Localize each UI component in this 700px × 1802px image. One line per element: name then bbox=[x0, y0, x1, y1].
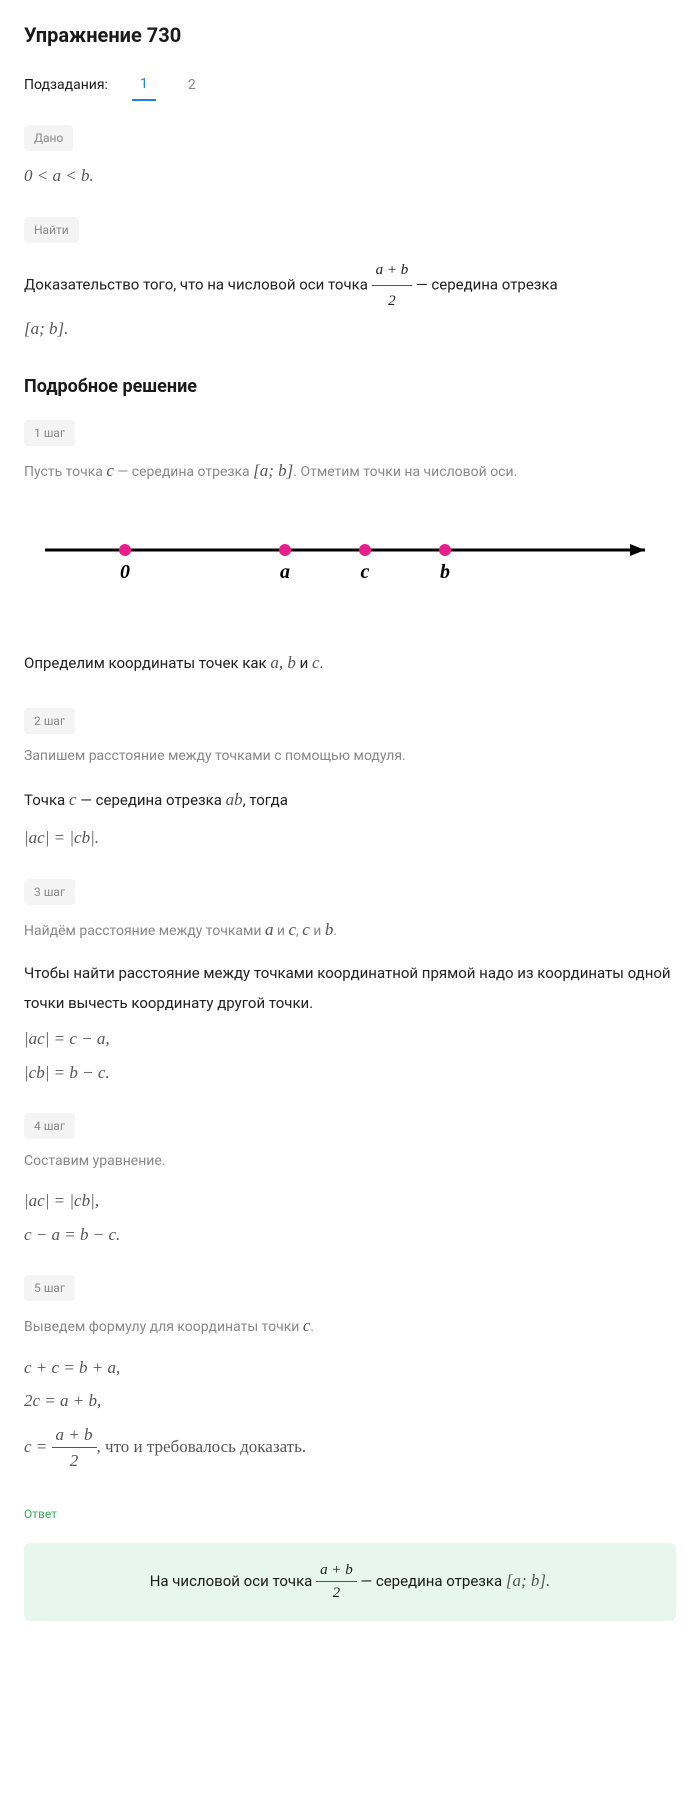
given-formula: 0 < a < b. bbox=[24, 163, 676, 189]
step3-intro: Найдём расстояние между точками a и c, c… bbox=[24, 917, 676, 943]
step1-dot: . bbox=[320, 654, 324, 672]
step3-a2: и bbox=[310, 923, 325, 939]
step2-varab: ab bbox=[226, 790, 243, 809]
step1-prefix: Пусть точка bbox=[24, 464, 106, 480]
step5-block: 5 шаг Выведем формулу для координаты точ… bbox=[24, 1275, 676, 1474]
step3-v3: c bbox=[302, 920, 310, 939]
answer-box: На числовой оси точка a + b 2 — середина… bbox=[24, 1543, 676, 1621]
point-label: 0 bbox=[120, 561, 130, 583]
step1-varc: c bbox=[312, 653, 320, 672]
step1-interval: [a; b] bbox=[253, 461, 293, 480]
step3-text: Чтобы найти расстояние между точками коо… bbox=[24, 958, 676, 1018]
step5-intro: Выведем формулу для координаты точки c. bbox=[24, 1313, 676, 1339]
step5-f3: c = a + b2, что и требовалось доказать. bbox=[24, 1422, 676, 1474]
step2-prefix: Точка bbox=[24, 791, 69, 809]
step1-vars: a, b bbox=[270, 653, 296, 672]
step2-badge: 2 шаг bbox=[24, 708, 75, 734]
step4-f2: c − a = b − c. bbox=[24, 1222, 676, 1248]
step5-prefix: Выведем формулу для координаты точки bbox=[24, 1319, 303, 1335]
tab-1[interactable]: 1 bbox=[132, 70, 156, 101]
step3-block: 3 шаг Найдём расстояние между точками a … bbox=[24, 879, 676, 1086]
find-prefix: Доказательство того, что на числовой оси… bbox=[24, 275, 372, 293]
number-line-diagram: 0 a c b bbox=[24, 520, 676, 600]
step5-f2: 2c = a + b, bbox=[24, 1388, 676, 1414]
step5-num: a + b bbox=[52, 1422, 97, 1449]
answer-frac: a + b 2 bbox=[316, 1559, 357, 1605]
subtasks-label: Подзадания: bbox=[24, 75, 108, 96]
step1-after: Определим координаты точек как a, b и c. bbox=[24, 646, 676, 680]
step5-badge: 5 шаг bbox=[24, 1275, 75, 1301]
point-marker bbox=[359, 544, 371, 556]
arrow-icon bbox=[630, 544, 645, 556]
step1-badge: 1 шаг bbox=[24, 420, 75, 446]
step4-f1: |ac| = |cb|, bbox=[24, 1188, 676, 1214]
step2-suffix: , тогда bbox=[243, 791, 288, 809]
point-marker bbox=[119, 544, 131, 556]
solution-title: Подробное решение bbox=[24, 373, 676, 400]
step1-and: и bbox=[296, 654, 312, 672]
find-badge: Найти bbox=[24, 217, 79, 243]
step5-frac: a + b2 bbox=[52, 1422, 97, 1474]
answer-interval: [a; b]. bbox=[506, 1570, 550, 1589]
subtasks-row: Подзадания: 1 2 bbox=[24, 70, 676, 101]
find-fraction: a + b 2 bbox=[372, 255, 413, 316]
point-label: a bbox=[280, 561, 290, 583]
exercise-title: Упражнение 730 bbox=[24, 20, 676, 50]
step2-mid: — середина отрезка bbox=[76, 791, 225, 809]
step2-text: Точка c — середина отрезка ab, тогда bbox=[24, 783, 676, 817]
find-suffix: — середина отрезка bbox=[416, 275, 558, 293]
step5-den: 2 bbox=[52, 1448, 97, 1474]
find-interval: [a; b]. bbox=[24, 316, 676, 342]
step1-var: c bbox=[106, 461, 114, 480]
answer-prefix: На числовой оси точка bbox=[150, 1571, 316, 1589]
answer-num: a + b bbox=[316, 1559, 357, 1583]
step5-dot: . bbox=[310, 1319, 314, 1335]
step2-intro: Запишем расстояние между точками с помощ… bbox=[24, 746, 676, 767]
frac-num: a + b bbox=[372, 255, 413, 286]
answer-mid: — середина отрезка bbox=[360, 1571, 505, 1589]
point-marker bbox=[279, 544, 291, 556]
point-label: b bbox=[440, 561, 450, 583]
given-block: Дано 0 < a < b. bbox=[24, 125, 676, 189]
step1-after-prefix: Определим координаты точек как bbox=[24, 654, 270, 672]
given-badge: Дано bbox=[24, 125, 73, 151]
find-text: Доказательство того, что на числовой оси… bbox=[24, 255, 676, 316]
step3-badge: 3 шаг bbox=[24, 879, 75, 905]
answer-badge: Ответ bbox=[24, 1505, 57, 1523]
answer-den: 2 bbox=[316, 1582, 357, 1605]
step1-suffix: . Отметим точки на числовой оси. bbox=[293, 464, 517, 480]
step3-intro-prefix: Найдём расстояние между точками bbox=[24, 923, 265, 939]
step4-badge: 4 шаг bbox=[24, 1113, 75, 1139]
step2-formula: |ac| = |cb|. bbox=[24, 825, 676, 851]
find-block: Найти Доказательство того, что на числов… bbox=[24, 217, 676, 342]
step5-f3-prefix: c = bbox=[24, 1436, 52, 1455]
step3-d: . bbox=[333, 923, 337, 939]
point-marker bbox=[439, 544, 451, 556]
step3-a1: и bbox=[273, 923, 288, 939]
step4-block: 4 шаг Составим уравнение. |ac| = |cb|, c… bbox=[24, 1113, 676, 1247]
answer-block: Ответ На числовой оси точка a + b 2 — се… bbox=[24, 1502, 676, 1621]
step4-intro: Составим уравнение. bbox=[24, 1151, 676, 1172]
step3-f2: |cb| = b − c. bbox=[24, 1060, 676, 1086]
tab-2[interactable]: 2 bbox=[180, 71, 204, 100]
step1-block: 1 шаг Пусть точка c — середина отрезка [… bbox=[24, 420, 676, 680]
frac-den: 2 bbox=[372, 286, 413, 316]
step5-f1: c + c = b + a, bbox=[24, 1355, 676, 1381]
step1-mid: — середина отрезка bbox=[114, 464, 253, 480]
step3-f1: |ac| = c − a, bbox=[24, 1026, 676, 1052]
step2-block: 2 шаг Запишем расстояние между точками с… bbox=[24, 708, 676, 851]
point-label: c bbox=[361, 561, 370, 583]
step3-v2: c bbox=[288, 920, 296, 939]
step5-f3-suffix: , что и требовалось доказать. bbox=[97, 1436, 307, 1455]
step1-text: Пусть точка c — середина отрезка [a; b].… bbox=[24, 458, 676, 484]
